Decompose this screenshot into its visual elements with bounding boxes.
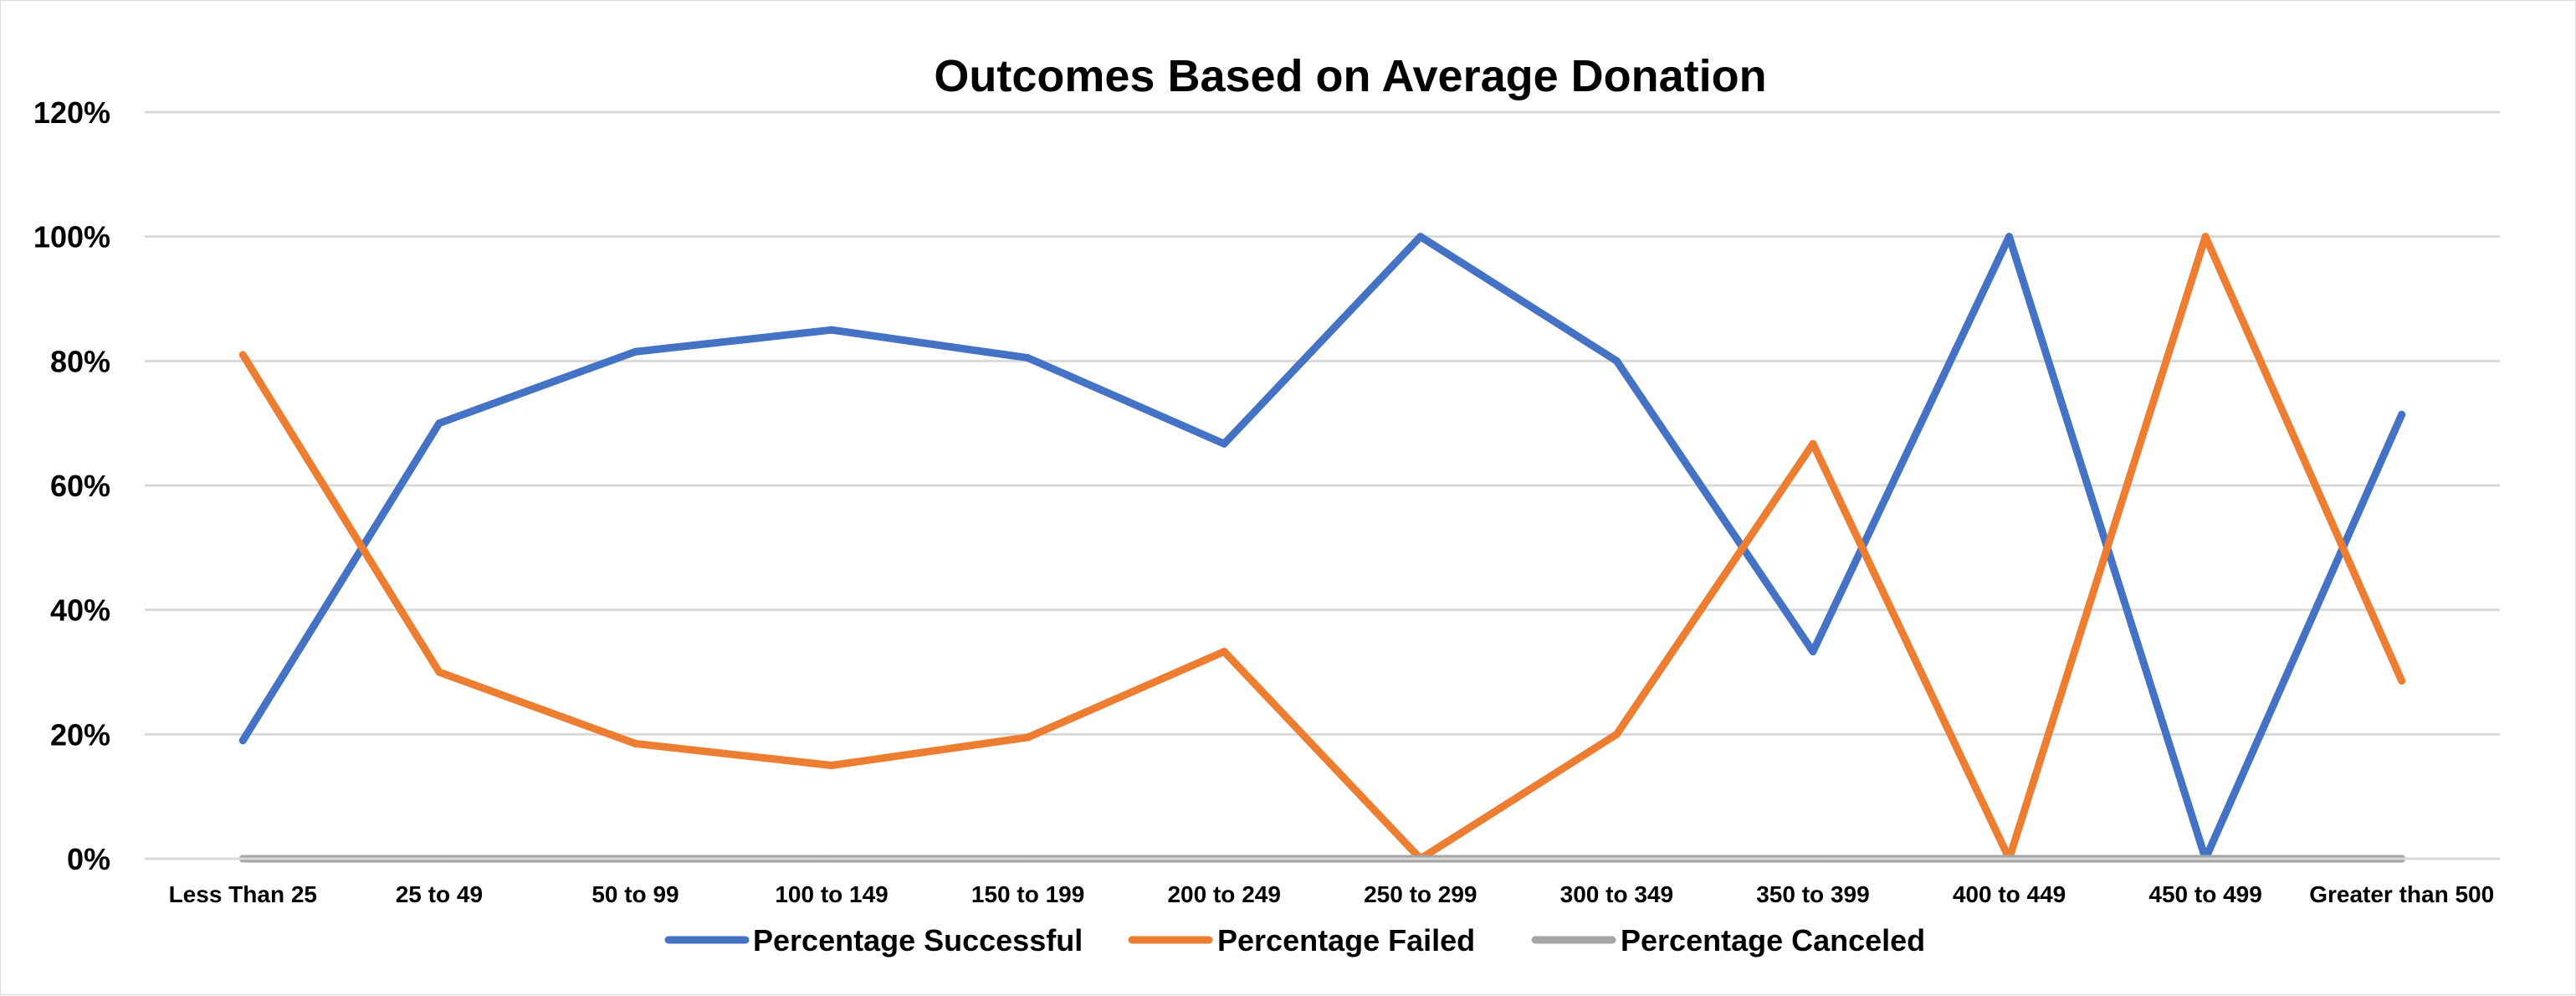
y-tick-label: 120%: [33, 95, 110, 130]
data-point: [1612, 357, 1621, 365]
gridlines: [145, 110, 2500, 736]
y-tick-label: 100%: [33, 220, 110, 254]
data-point: [827, 326, 836, 334]
x-tick-label: Greater than 500: [2309, 881, 2494, 907]
y-axis-tick-labels: 0% 20% 40% 60% 80% 100% 120%: [33, 95, 110, 876]
legend-label: Percentage Canceled: [1621, 923, 1925, 957]
x-tick-label: 350 to 399: [1756, 881, 1869, 907]
legend-label: Percentage Successful: [753, 923, 1083, 957]
x-tick-label: 250 to 299: [1364, 881, 1477, 907]
x-tick-label: 150 to 199: [971, 881, 1084, 907]
data-point: [1024, 733, 1032, 742]
data-point: [1024, 354, 1032, 362]
series-line: [238, 233, 2406, 863]
data-point: [2398, 676, 2406, 685]
data-point: [1809, 439, 1817, 448]
series-lines: [238, 233, 2406, 863]
data-point: [1220, 439, 1228, 448]
legend-item: Percentage Canceled: [1531, 923, 1925, 957]
data-point: [1612, 730, 1621, 738]
x-axis-tick-labels: Less Than 25 25 to 49 50 to 99 100 to 149 15…: [169, 881, 2495, 907]
data-point: [1809, 647, 1817, 655]
legend-item: Percentage Failed: [1128, 923, 1475, 957]
data-point: [631, 739, 639, 747]
x-tick-label: 50 to 99: [592, 881, 679, 907]
x-tick-label: 450 to 499: [2148, 881, 2261, 907]
x-tick-label: 200 to 249: [1167, 881, 1280, 907]
data-point: [1220, 647, 1228, 655]
data-point: [1416, 233, 1425, 241]
data-point: [631, 347, 639, 356]
x-tick-label: Less Than 25: [169, 881, 317, 907]
series-line: [238, 233, 2406, 863]
data-point: [435, 668, 443, 676]
data-point: [2005, 233, 2014, 241]
y-tick-label: 60%: [50, 469, 110, 503]
data-point: [238, 737, 247, 745]
legend: Percentage Successful Percentage Failed Pe…: [664, 923, 1925, 957]
legend-item: Percentage Successful: [664, 923, 1083, 957]
data-point: [827, 762, 836, 769]
data-point: [2398, 410, 2406, 418]
series-percentage-failed: [238, 233, 2406, 863]
data-point: [238, 351, 247, 359]
x-tick-label: 25 to 49: [396, 881, 483, 907]
series-percentage-successful: [238, 233, 2406, 863]
y-tick-label: 0%: [67, 842, 110, 876]
y-tick-label: 80%: [50, 344, 110, 378]
y-tick-label: 40%: [50, 593, 110, 628]
x-tick-label: 300 to 349: [1560, 881, 1673, 907]
x-tick-label: 400 to 449: [1953, 881, 2066, 907]
legend-label: Percentage Failed: [1217, 923, 1475, 957]
x-tick-label: 100 to 149: [775, 881, 888, 907]
chart-title: Outcomes Based on Average Donation: [934, 51, 1766, 101]
data-point: [435, 419, 443, 428]
y-tick-label: 20%: [50, 717, 110, 752]
data-point: [2201, 233, 2210, 241]
